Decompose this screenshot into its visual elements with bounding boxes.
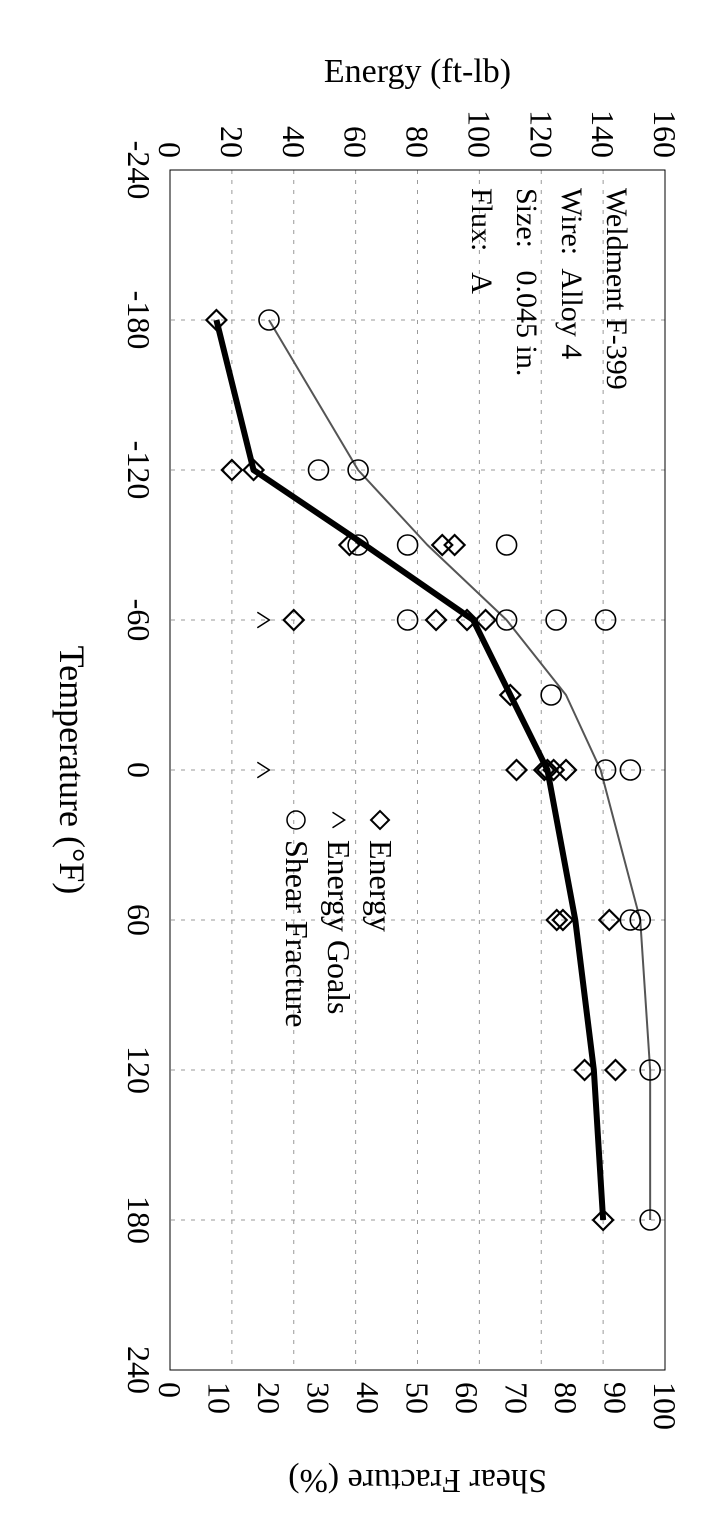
y-right-tick-label: 40 [350,1382,386,1414]
y-left-tick-label: 100 [461,110,497,158]
energy-point [504,758,529,782]
x-tick-label: 240 [121,1346,157,1394]
y-right-tick-label: 90 [598,1382,634,1414]
x-tick-label: -60 [121,599,157,642]
energy-point [573,1058,597,1082]
annotation-line-4: Flux: A [465,188,498,294]
chart-rotated-group: 0 20 40 60 80 100 120 140 160 0 10 20 30 40 50 60 70 80 9… [52,53,683,1499]
energy-point [597,908,621,932]
y-left-tick-label: 60 [338,126,374,158]
energy-point [542,758,566,782]
shear-fracture-point [347,459,369,481]
grid-lines [169,169,666,1371]
x-tick-label: 60 [121,904,157,936]
y-left-tick-label: 40 [276,126,312,158]
y-right-tick-label: 20 [251,1382,287,1414]
legend: Energy Energy Goals Shear Fracture [279,809,399,1027]
shear-fracture-point [495,609,518,631]
x-tick-label: 120 [121,1046,157,1094]
shear-fracture-point [540,684,562,706]
energy-point [430,533,454,557]
y-left-tick-labels: 0 20 40 60 80 100 120 140 160 [152,110,683,158]
x-axis-label: Temperature (°F) [52,646,92,895]
shear-fracture-point [307,459,330,481]
annotation-line-1: Weldment F-399 [600,188,633,390]
x-tick-label: -180 [121,291,157,350]
y-axis-left-label: Energy (ft-lb) [324,53,511,90]
shear-fracture-point [594,609,617,631]
shear-fracture-point [396,609,419,631]
weldment-annotation: Weldment F-399 Wire: Alloy 4 Size: 0.045… [465,188,633,390]
y-right-tick-label: 70 [499,1382,535,1414]
energy-point [554,758,578,782]
energy-point [241,458,266,482]
shear-fracture-point [545,609,567,631]
y-left-tick-label: 0 [152,142,188,158]
energy-point [455,608,479,632]
legend-label-shear-fracture: Shear Fracture [279,840,315,1027]
y-right-tick-label: 0 [152,1382,188,1398]
shear-fracture-point [396,534,419,556]
y-left-tick-label: 160 [647,110,683,158]
shear-fracture-point [594,759,617,781]
shear-fracture-point [629,909,652,931]
y-left-tick-label: 140 [585,110,621,158]
energy-point [551,908,575,932]
energy-point [424,608,448,632]
energy-point [443,533,467,557]
x-tick-label: 180 [121,1196,157,1244]
energy-goal-point [256,611,271,629]
y-right-tick-label: 50 [400,1382,436,1414]
legend-label-energy: Energy [363,840,399,932]
y-right-tick-label: 80 [548,1382,584,1414]
plot-frame [169,169,666,1371]
shear-fracture-point [347,534,369,556]
shear-fracture-point [258,309,280,331]
annotation-line-2: Wire: Alloy 4 [555,188,588,359]
legend-item-energy-goals: Energy Goals [321,811,357,1014]
shear-fracture-point [619,909,642,931]
fit-lines [213,319,652,1221]
y-right-tick-label: 30 [301,1382,337,1414]
y-right-tick-label: 60 [449,1382,485,1414]
energy-point [532,758,556,782]
x-tick-label: 0 [121,762,157,778]
legend-item-energy: Energy [363,809,399,932]
shear-fracture-point [639,1059,661,1081]
energy-point [220,458,244,482]
energy-point [337,533,361,557]
y-left-tick-label: 20 [214,126,250,158]
y-right-tick-labels: 0 10 20 30 40 50 60 70 80 90 100 [152,1382,683,1430]
energy-point [204,308,228,332]
shear-fracture-fit-line [268,319,652,1220]
energy-point [474,608,498,632]
annotation-line-3: Size: 0.045 in. [510,188,543,376]
x-tick-label: -120 [121,441,157,500]
x-tick-label: -240 [121,141,157,200]
y-right-tick-label: 100 [647,1382,683,1430]
energy-goal-point [256,761,271,779]
energy-point [282,608,306,632]
energy-point [603,1058,628,1082]
energy-point [498,683,522,707]
circle-marker-icon [286,810,306,830]
diamond-marker-icon [369,809,391,831]
data-markers [204,308,661,1232]
y-left-tick-label: 80 [400,126,436,158]
legend-item-shear-fracture: Shear Fracture [279,810,315,1027]
energy-point [591,1208,615,1232]
legend-label-energy-goals: Energy Goals [321,840,357,1014]
caret-marker-icon [332,811,346,829]
shear-fracture-point [639,1209,661,1231]
y-left-tick-label: 120 [523,110,559,158]
y-axis-right-label: Shear Fracture (%) [288,1462,547,1499]
shear-fracture-point [619,759,642,781]
x-tick-labels: -240 -180 -120 -60 0 60 120 180 240 [121,141,157,1394]
shear-fracture-point [495,534,518,556]
energy-fit-line [213,319,607,1221]
y-right-tick-label: 10 [202,1382,238,1414]
